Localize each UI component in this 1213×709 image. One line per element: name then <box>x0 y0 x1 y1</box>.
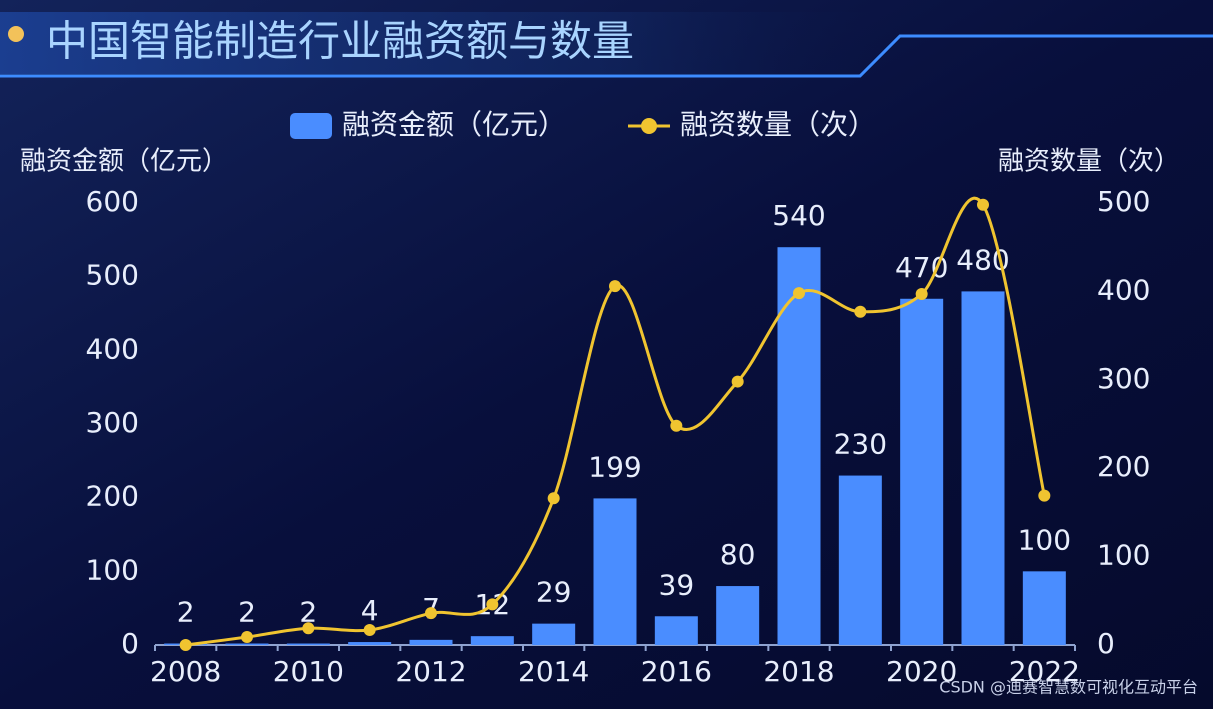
chart-title: 中国智能制造行业融资额与数量 <box>46 17 634 66</box>
x-tick-label: 2018 <box>763 655 834 688</box>
y2-tick-label: 0 <box>1097 627 1115 660</box>
bar <box>532 623 576 645</box>
y2-tick-label: 100 <box>1097 539 1150 572</box>
line-point <box>915 288 928 301</box>
legend-label: 融资数量（次） <box>680 108 876 141</box>
line-point <box>547 492 560 505</box>
x-tick-label: 2010 <box>273 655 344 688</box>
legend-label: 融资金额（亿元） <box>342 108 566 141</box>
y-tick-label: 400 <box>86 332 139 365</box>
line-point <box>363 623 376 636</box>
line-point <box>609 280 621 293</box>
header-band <box>0 12 880 74</box>
legend-swatch <box>641 118 657 134</box>
x-tick-label: 2016 <box>641 655 712 688</box>
y-tick-label: 300 <box>86 406 139 439</box>
x-tick-label: 2012 <box>395 655 466 688</box>
line-point <box>731 375 744 388</box>
data-label: 39 <box>659 568 695 601</box>
bar <box>593 498 637 645</box>
bar <box>654 616 698 645</box>
data-label: 4 <box>361 594 379 627</box>
bar <box>900 298 944 645</box>
y2-axis-title: 融资数量（次） <box>998 147 1180 177</box>
x-tick-label: 2008 <box>150 655 221 688</box>
data-label: 80 <box>720 538 756 571</box>
line-point <box>302 622 315 635</box>
bar <box>286 643 330 645</box>
line-point <box>1038 489 1051 502</box>
data-label: 2 <box>238 596 256 629</box>
line-point <box>854 305 867 318</box>
line-point <box>241 631 253 644</box>
x-tick-label: 2014 <box>518 655 589 688</box>
data-label: 199 <box>588 450 641 483</box>
line-point <box>486 598 499 611</box>
bar <box>716 586 760 645</box>
y2-tick-label: 300 <box>1097 362 1150 395</box>
legend-swatch <box>290 113 332 139</box>
header-line <box>0 34 1213 78</box>
bar <box>225 643 269 645</box>
bar <box>470 636 514 645</box>
line-point <box>793 287 805 300</box>
bar <box>961 291 1005 645</box>
bar <box>777 247 821 645</box>
bar <box>348 642 392 645</box>
y-tick-label: 0 <box>121 627 139 660</box>
watermark: CSDN @迪赛智慧数可视化互动平台 <box>939 678 1198 697</box>
line-point <box>425 607 437 620</box>
bar <box>1022 571 1066 645</box>
line-point <box>179 639 192 651</box>
data-label: 230 <box>834 428 887 461</box>
data-label: 2 <box>299 596 317 629</box>
x-tick-label: 2022 <box>1009 655 1080 688</box>
bar <box>838 475 882 645</box>
data-label: 2 <box>177 596 195 629</box>
y2-tick-label: 400 <box>1097 273 1150 306</box>
line-point <box>670 419 683 432</box>
y2-tick-label: 500 <box>1097 185 1150 218</box>
data-label: 100 <box>1018 523 1071 556</box>
y-tick-label: 100 <box>86 553 139 586</box>
y2-tick-label: 200 <box>1097 450 1150 483</box>
bar <box>409 639 453 645</box>
y-tick-label: 200 <box>86 480 139 513</box>
data-label: 29 <box>536 576 572 609</box>
y-tick-label: 600 <box>86 185 139 218</box>
y-tick-label: 500 <box>86 259 139 292</box>
x-tick-label: 2020 <box>886 655 957 688</box>
data-label: 470 <box>895 251 948 284</box>
data-label: 540 <box>772 199 825 232</box>
line-point <box>977 198 989 211</box>
y-axis-title: 融资金额（亿元） <box>20 147 228 177</box>
header-icon <box>8 26 24 42</box>
